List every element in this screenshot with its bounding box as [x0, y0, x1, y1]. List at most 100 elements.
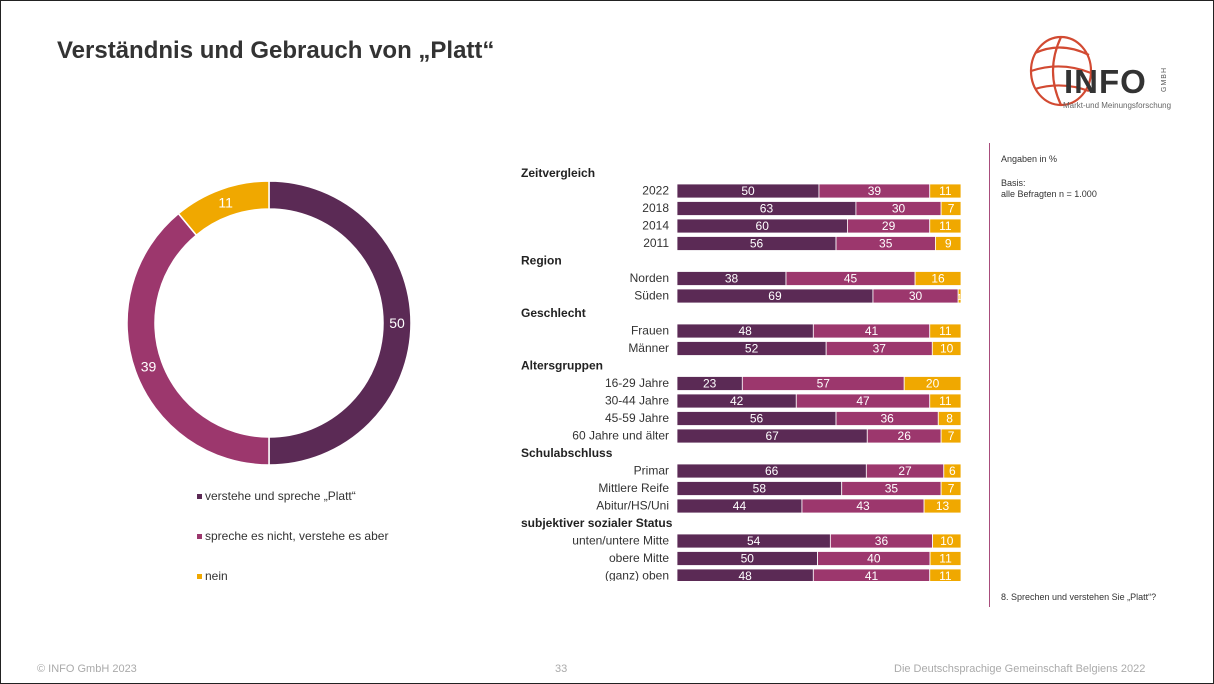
bar-data-label: 11: [939, 184, 952, 198]
legend-item-series1: verstehe und spreche „Platt“: [197, 489, 356, 503]
bar-data-label: 29: [882, 219, 896, 233]
bar-data-label: 10: [940, 534, 954, 548]
bar-data-label: 16: [931, 272, 945, 286]
group-header: Schulabschluss: [521, 446, 613, 460]
donut-data-label: 11: [218, 195, 233, 211]
bar-data-label: 50: [741, 184, 755, 198]
bar-data-label: 30: [892, 202, 906, 216]
info-logo-icon: [1029, 35, 1093, 107]
basis-value: alle Befragten n = 1.000: [1001, 189, 1097, 199]
bar-data-label: 35: [885, 482, 899, 496]
legend-item-series3: nein: [197, 569, 228, 583]
legend-swatch-series2: [197, 533, 202, 539]
bar-data-label: 7: [948, 482, 955, 496]
bar-data-label: 42: [730, 394, 744, 408]
logo-gmbh: GMBH: [1161, 67, 1168, 92]
bar-segment: [940, 481, 962, 496]
row-label: 60 Jahre und älter: [572, 429, 669, 443]
donut-slice: [177, 180, 270, 237]
donut-data-label: 50: [389, 315, 405, 331]
logo-tagline: Markt-und Meinungsforschung: [1063, 101, 1172, 110]
row-label: obere Mitte: [609, 551, 669, 565]
row-label: 2011: [643, 236, 669, 250]
row-label: Mittlere Reife: [598, 481, 669, 495]
donut-chart: 50 39 11: [126, 180, 412, 466]
bar-data-label: 11: [939, 324, 952, 338]
group-header: Geschlecht: [521, 306, 586, 320]
divider-line: [989, 143, 990, 607]
group-header: Region: [521, 254, 562, 268]
footer-page-number: 33: [555, 663, 568, 675]
bar-data-label: 11: [939, 552, 952, 566]
bar-segment: [929, 393, 962, 409]
legend-label-series1: verstehe und spreche „Platt“: [205, 489, 356, 503]
legend-swatch-series1: [197, 493, 202, 499]
bar-data-label: 13: [936, 499, 950, 513]
bar-data-label: 48: [738, 569, 752, 581]
row-label: Abitur/HS/Uni: [596, 499, 669, 513]
legend-label-series3: nein: [205, 569, 228, 583]
bar-data-label: 52: [745, 342, 759, 356]
bar-data-label: 11: [939, 569, 952, 581]
row-label: Norden: [630, 271, 669, 285]
bar-data-label: 7: [948, 429, 955, 443]
bar-data-label: 11: [939, 219, 952, 233]
bar-data-label: 30: [909, 289, 923, 303]
row-label: 30-44 Jahre: [605, 394, 669, 408]
bar-data-label: 50: [741, 552, 755, 566]
footer-study: Die Deutschsprachige Gemeinschaft Belgie…: [894, 663, 1146, 675]
bar-data-label: 39: [868, 184, 882, 198]
legend-label-series2: spreche es nicht, verstehe es aber: [205, 529, 389, 543]
bar-data-label: 7: [948, 202, 955, 216]
logo-wordmark: INFO: [1064, 63, 1147, 100]
footer-copyright: © INFO GmbH 2023: [37, 663, 137, 675]
row-label: 45-59 Jahre: [605, 411, 669, 425]
group-header: subjektiver sozialer Status: [521, 516, 673, 530]
bar-segment: [957, 288, 962, 304]
bar-data-label: 41: [865, 569, 879, 581]
bar-segment: [929, 218, 962, 234]
bar-data-label: 10: [940, 342, 954, 356]
slide-title: Verständnis und Gebrauch von „Platt“: [57, 37, 495, 64]
basis-label: Basis:: [1001, 178, 1026, 188]
bar-segment: [914, 271, 962, 286]
bar-data-label: 9: [945, 237, 952, 251]
bar-segment: [923, 498, 962, 514]
row-label: 2022: [642, 184, 669, 198]
bar-data-label: 48: [738, 324, 752, 338]
bar-data-label: 8: [946, 412, 953, 426]
bar-data-label: 63: [760, 202, 774, 216]
bar-segment: [943, 463, 962, 479]
bar-data-label: 47: [856, 394, 870, 408]
bar-data-label: 44: [733, 499, 747, 513]
legend-swatch-series3: [197, 573, 202, 579]
bar-data-label: 26: [898, 429, 912, 443]
donut-data-label: 39: [141, 358, 157, 374]
question-note: 8. Sprechen und verstehen Sie „Platt“?: [1001, 592, 1157, 602]
bar-data-label: 40: [867, 552, 881, 566]
bar-segment: [932, 533, 962, 549]
bar-data-label: 67: [765, 429, 779, 443]
bar-data-label: 43: [856, 499, 870, 513]
bar-data-label: 23: [703, 377, 717, 391]
bar-data-label: 36: [875, 534, 889, 548]
bar-data-label: 60: [756, 219, 770, 233]
bar-data-label: 56: [750, 237, 764, 251]
bar-segment: [903, 376, 962, 391]
row-label: Frauen: [631, 324, 669, 338]
bar-segment: [929, 323, 962, 339]
bar-segment: [935, 236, 962, 251]
bar-segment: [931, 341, 962, 356]
row-label: 2018: [642, 201, 669, 215]
bar-data-label: 69: [768, 289, 782, 303]
bar-segment: [940, 428, 962, 444]
bar-data-label: 27: [898, 464, 912, 478]
bar-data-label: 54: [747, 534, 761, 548]
bar-segment: [940, 201, 962, 216]
row-label: Süden: [634, 289, 669, 303]
legend-item-series2: spreche es nicht, verstehe es aber: [197, 529, 388, 543]
row-label: Primar: [634, 464, 669, 478]
bar-segment: [929, 183, 962, 199]
